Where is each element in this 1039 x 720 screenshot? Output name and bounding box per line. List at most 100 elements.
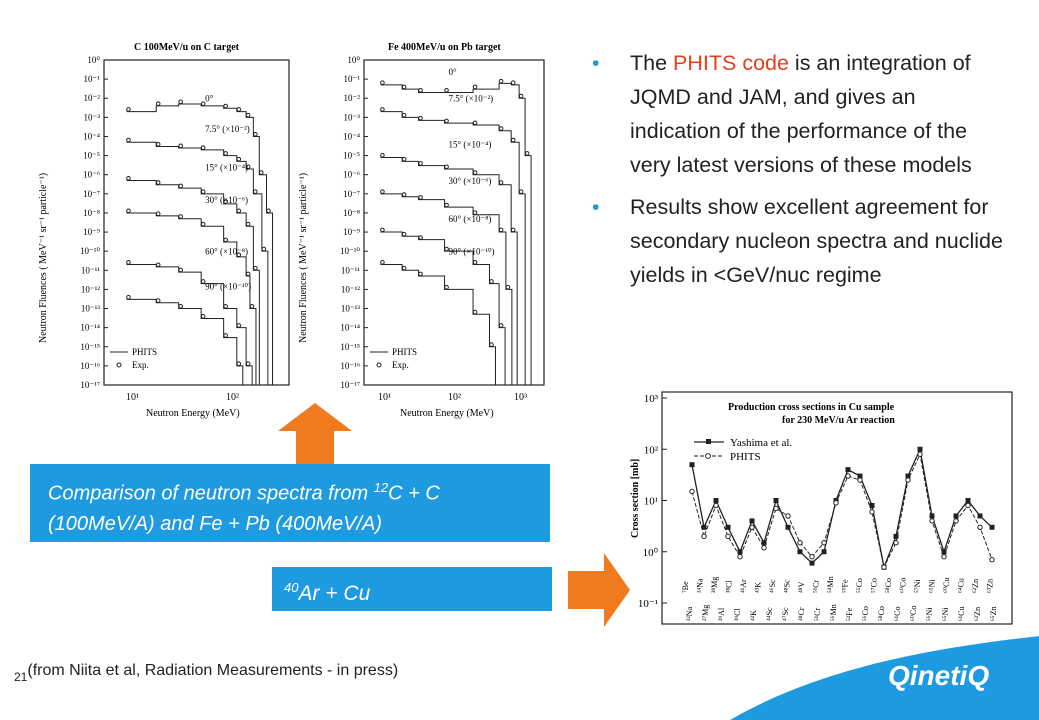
nuclide-label: ⁵¹Cr [813, 607, 822, 621]
legend-phits: PHITS [132, 347, 157, 357]
curve-angle-label: 7.5° (×10⁻²) [205, 124, 250, 134]
footnote-text: (from Niita et al, Radiation Measurement… [27, 662, 399, 679]
exp-data-point [380, 189, 385, 194]
yashima-point [953, 513, 959, 519]
exp-data-point [223, 103, 228, 109]
nuclide-label: ⁵⁶Ni [925, 607, 934, 621]
nuclide-label: ³⁹Cl [733, 607, 742, 621]
exp-data-point [200, 145, 206, 150]
exp-data-point [444, 284, 449, 290]
exp-data-point [444, 118, 449, 124]
phits-point [689, 488, 695, 495]
curve-angle-label: 0° [449, 67, 458, 77]
nuclide-label: ⁶¹Co [893, 606, 902, 621]
nuclide-label: ⁵¹Cr [812, 579, 821, 593]
yashima-point [905, 473, 911, 479]
nuclide-label: ²⁷Mg [701, 605, 710, 621]
phits-point [941, 554, 947, 560]
exp-data-point [223, 304, 228, 309]
y-tick-label: 10⁻³ [344, 112, 361, 122]
nuclide-label: ⁶²Zn [973, 607, 982, 621]
exp-data-point [253, 189, 258, 194]
phits-point [833, 500, 839, 506]
exp-data-point [380, 107, 385, 112]
nuclide-label: ⁵⁹Fe [841, 579, 850, 593]
exp-data-point [245, 112, 251, 118]
nuclide-label: ⁶²Zn [971, 579, 980, 593]
y-tick-label: 10⁻¹² [341, 284, 360, 294]
phits-point [761, 544, 767, 551]
phits-point [965, 502, 971, 509]
exp-data-point [498, 78, 504, 84]
legend-exp: Exp. [392, 360, 409, 370]
slide-number: 21 [14, 670, 28, 684]
nuclide-label: ⁷Be [681, 581, 690, 593]
reaction-text: Ar + Cu [298, 582, 371, 605]
y-tick-label: 10⁻⁹ [83, 227, 100, 237]
y-tick-label: 10⁻¹⁵ [340, 342, 360, 352]
exp-data-point [418, 271, 423, 277]
phits-point [809, 554, 815, 560]
phits-point [929, 518, 935, 524]
exp-data-point [178, 183, 183, 189]
exp-data-point [510, 137, 516, 143]
nuclide-label: ²⁴Na [696, 578, 705, 593]
exp-data-point [489, 342, 494, 347]
exp-data-point [236, 208, 242, 214]
phits-histogram-line [380, 231, 506, 385]
x-tick-label: 10¹ [126, 392, 139, 403]
exp-data-point [261, 246, 267, 252]
nuclide-label: ⁵⁷Ni [913, 579, 922, 593]
caption-superscript: 12 [373, 480, 389, 495]
exp-data-point [401, 192, 407, 197]
exp-data-point [200, 189, 206, 194]
exp-data-point [200, 314, 206, 319]
cross-section-plot-cu: Production cross sections in Cu sample f… [630, 391, 1013, 625]
legend-phits: PHITS [392, 347, 417, 357]
exp-data-point [444, 88, 449, 93]
yashima-point [725, 524, 731, 530]
exp-data-point [418, 115, 423, 121]
exp-data-point [472, 260, 478, 265]
qinetiq-logo: QinetiQ [888, 660, 990, 691]
exp-data-point [472, 84, 478, 90]
nuclide-label: ⁶¹Cu [957, 606, 966, 621]
bullet-dot-icon: • [592, 51, 600, 75]
nuclide-label: ⁶⁰Co [909, 606, 918, 621]
yashima-point [749, 518, 755, 524]
neutron-spectrum-plot-c: C 100MeV/u on C target 10⁰10⁻¹10⁻²10⁻³10… [38, 42, 290, 419]
exp-data-point [155, 298, 161, 303]
plot-title: Fe 400MeV/u on Pb target [388, 42, 501, 53]
phits-point [737, 554, 743, 560]
phits-histogram-line [380, 264, 496, 385]
y-tick-label: 10⁻¹⁷ [80, 380, 100, 390]
y-tick-label: 10⁰ [643, 547, 659, 559]
phits-highlight: PHITS code [673, 51, 789, 75]
y-tick-label: 10⁻⁷ [83, 189, 100, 199]
comparison-caption: Comparison of neutron spectra from 12C +… [30, 464, 550, 542]
exp-data-point [444, 246, 449, 252]
yashima-point [785, 524, 791, 530]
legend-yashima: Yashima et al. [730, 437, 792, 449]
phits-histogram-line [126, 212, 257, 385]
y-tick-label: 10⁻⁶ [83, 170, 100, 180]
y-tick-label: 10⁰ [347, 55, 360, 65]
x-axis-label: Neutron Energy (MeV) [400, 408, 494, 419]
nuclide-label: ²⁹Al [717, 607, 726, 621]
phits-histogram-line [380, 111, 526, 385]
nuclide-label: ⁵⁶Mn [829, 604, 838, 621]
exp-data-point [245, 221, 251, 227]
y-tick-label: 10⁻⁸ [343, 208, 360, 218]
y-tick-label: 10⁻¹⁰ [80, 246, 100, 256]
phits-point [785, 513, 791, 519]
y-axis-label: Cross section [mb] [630, 459, 641, 538]
x-tick-label: 10³ [514, 392, 527, 403]
bullet-text: Results show excellent agreement for sec… [630, 195, 1003, 287]
yashima-point [941, 549, 947, 555]
y-axis-label: Neutron Fluences ( MeV⁻¹ sr⁻¹ particle⁻¹… [298, 173, 309, 343]
yashima-point [965, 498, 971, 503]
y-tick-label: 10⁻¹¹ [341, 265, 360, 275]
yashima-point [773, 498, 779, 503]
y-tick-label: 10⁰ [87, 55, 100, 65]
exp-data-point [236, 361, 242, 367]
